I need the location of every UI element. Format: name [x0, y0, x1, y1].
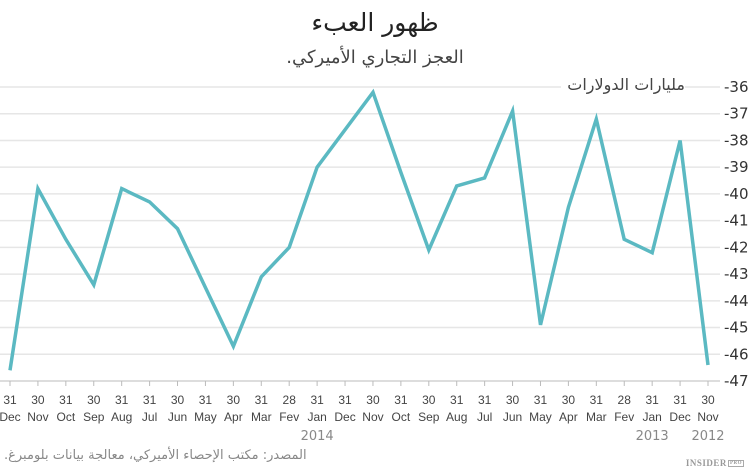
- x-tick-day: 30: [171, 393, 185, 407]
- x-tick-day: 31: [394, 393, 408, 407]
- x-tick-month: Fev: [279, 410, 299, 424]
- x-tick-month: Dec: [669, 410, 690, 424]
- y-tick-label: -36: [724, 78, 749, 96]
- x-tick-month: Aug: [111, 410, 132, 424]
- x-tick-month: Jun: [168, 410, 187, 424]
- x-tick-day: 31: [3, 393, 17, 407]
- y-tick-label: -46: [724, 345, 749, 363]
- x-tick-day: 30: [701, 393, 715, 407]
- trade-deficit-line: [8, 88, 710, 371]
- y-tick-label: -38: [724, 131, 749, 149]
- x-tick-day: 30: [506, 393, 520, 407]
- y-tick-label: -47: [724, 372, 749, 390]
- x-tick-month: Oct: [392, 410, 411, 424]
- gridlines: [0, 86, 720, 356]
- x-tick-month: Jul: [477, 410, 492, 424]
- y-tick-label: -40: [724, 185, 749, 203]
- x-tick-day: 31: [143, 393, 157, 407]
- y-tick-label: -44: [724, 292, 749, 310]
- y-tick-label: -42: [724, 238, 749, 256]
- x-tick-month: May: [194, 410, 217, 424]
- y-tick-label: -41: [724, 212, 749, 230]
- brand-badge: PRO: [727, 460, 744, 468]
- y-tick-label: -43: [724, 265, 749, 283]
- x-tick-month: Apr: [559, 410, 578, 424]
- x-tick-month: Dec: [0, 410, 21, 424]
- x-tick-day: 30: [31, 393, 45, 407]
- x-tick-month: Nov: [27, 410, 48, 424]
- x-tick-month: Jan: [307, 410, 326, 424]
- source-note: المصدر: مكتب الإحصاء الأميركي، معالجة بي…: [4, 448, 307, 463]
- y-tick-label: -39: [724, 158, 749, 176]
- chart-title: ظهور العبء: [311, 8, 439, 37]
- y-axis-unit-label: مليارات الدولارات: [561, 75, 685, 94]
- x-tick-day: 30: [227, 393, 241, 407]
- x-tick-month: Mar: [251, 410, 272, 424]
- x-tick-day: 30: [366, 393, 380, 407]
- x-tick-day: 30: [562, 393, 576, 407]
- x-tick-month: Sep: [83, 410, 105, 424]
- x-tick-day: 31: [590, 393, 604, 407]
- x-tick-month: Dec: [334, 410, 355, 424]
- x-tick-month: May: [529, 410, 552, 424]
- x-tick-day: 31: [199, 393, 213, 407]
- x-year-label: 2012: [691, 429, 724, 444]
- brand-logo: INSIDER PRO: [686, 458, 744, 468]
- x-tick-day: 30: [422, 393, 436, 407]
- x-tick-month: Jul: [142, 410, 157, 424]
- y-axis: -36 -37 -38 -39 -40 -41 -42 -43 -44 -45 -46 -47: [724, 78, 749, 390]
- x-tick-day: 31: [673, 393, 687, 407]
- y-tick-label: -37: [724, 105, 749, 123]
- x-tick-day: 31: [450, 393, 464, 407]
- brand-name: INSIDER: [685, 458, 727, 468]
- x-tick-day: 31: [59, 393, 73, 407]
- x-tick-day: 31: [478, 393, 492, 407]
- x-year-label: 2013: [636, 429, 669, 444]
- x-tick-month: Nov: [362, 410, 383, 424]
- chart-subtitle: العجز التجاري الأميركي.: [286, 47, 464, 68]
- y-tick-label: -45: [724, 319, 749, 337]
- x-tick-day: 31: [645, 393, 659, 407]
- x-axis: 31 Dec 30 Nov 31 Oct 30 Sep 31 Aug 31 Jul 30 Jun 31 May…: [0, 380, 725, 444]
- data-series: [8, 88, 710, 371]
- x-tick-month: Sep: [418, 410, 440, 424]
- x-tick-month: Fev: [614, 410, 634, 424]
- x-tick-month: Jun: [503, 410, 522, 424]
- x-tick-day: 31: [255, 393, 269, 407]
- x-tick-month: Nov: [697, 410, 718, 424]
- x-tick-day: 31: [310, 393, 324, 407]
- x-tick-day: 31: [115, 393, 129, 407]
- x-tick-month: Jan: [642, 410, 661, 424]
- x-tick-day: 28: [618, 393, 632, 407]
- x-tick-month: Mar: [586, 410, 607, 424]
- x-tick-day: 28: [283, 393, 297, 407]
- x-tick-day: 30: [87, 393, 101, 407]
- x-year-label: 2014: [301, 429, 334, 444]
- x-tick-day: 31: [534, 393, 548, 407]
- x-tick-month: Oct: [57, 410, 76, 424]
- x-tick-month: Apr: [224, 410, 243, 424]
- x-tick-day: 31: [338, 393, 352, 407]
- x-tick-month: Aug: [446, 410, 467, 424]
